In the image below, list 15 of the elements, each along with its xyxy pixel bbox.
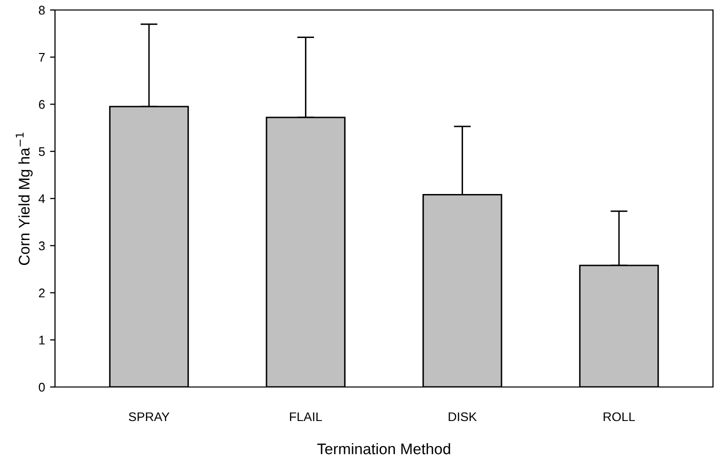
- y-axis-title: Corn Yield Mg ha$^{−1}$: [16, 132, 33, 265]
- y-tick-label: 8: [38, 6, 45, 15]
- y-tick-label: 2: [38, 288, 45, 298]
- x-tick-label: FLAIL: [290, 412, 322, 422]
- y-tick-label: 3: [38, 241, 45, 250]
- y-tick-label: 4: [38, 194, 45, 204]
- y-tick-label: 6: [38, 100, 45, 109]
- y-tick-label: 0: [38, 382, 45, 392]
- y-tick-label: 5: [38, 147, 45, 156]
- x-tick-label: SPRAY: [128, 412, 170, 422]
- x-tick-label: DISK: [448, 412, 477, 422]
- x-tick-label: ROLL: [604, 412, 635, 422]
- y-tick-label: 7: [38, 53, 45, 62]
- x-axis-title: Termination Method: [317, 443, 450, 454]
- y-tick-label: 1: [39, 336, 45, 344]
